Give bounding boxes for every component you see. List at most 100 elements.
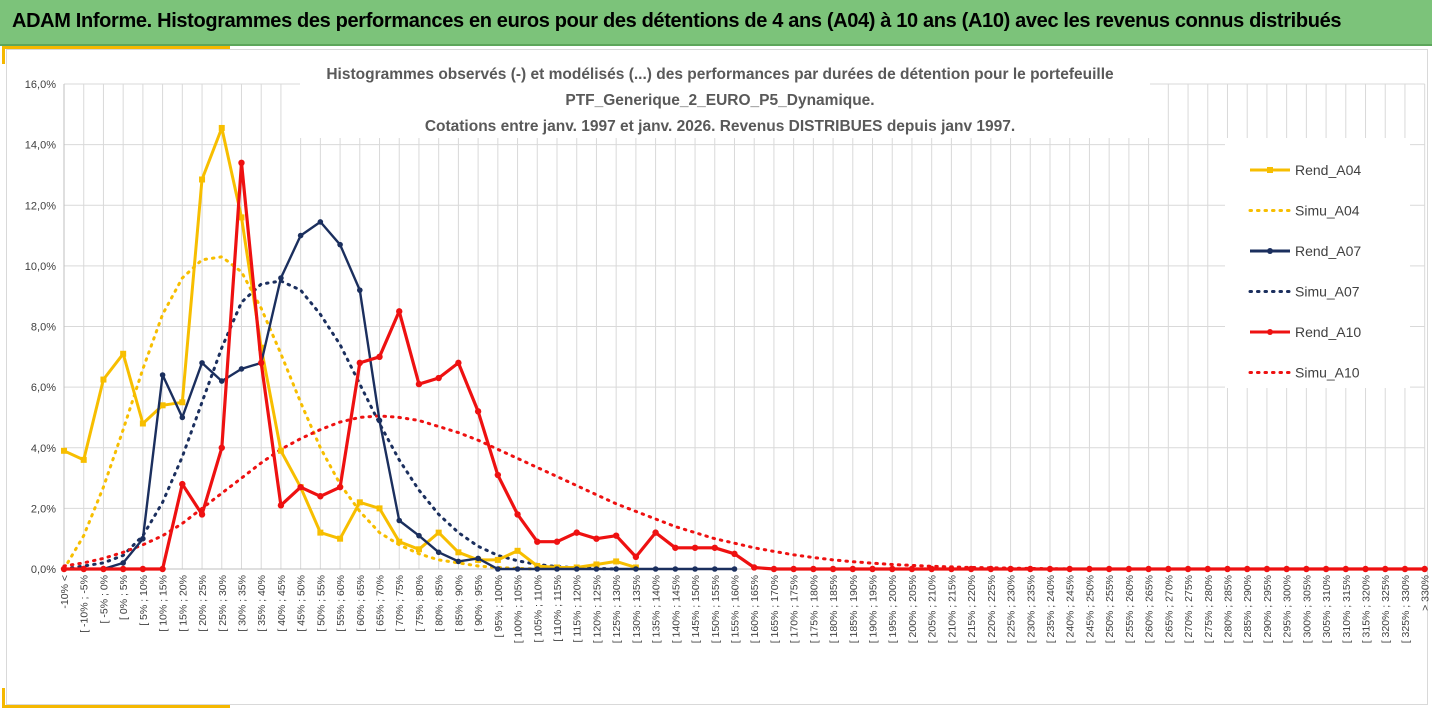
point-rend-a10 [100, 565, 107, 573]
x-tick-label: [ 140% ; 145% [670, 575, 682, 643]
x-tick-label: [ 275% ; 280% [1203, 575, 1215, 643]
point-rend-a07 [278, 275, 284, 281]
point-rend-a07 [199, 360, 205, 366]
point-rend-a07 [633, 566, 639, 572]
x-tick-label: [ 270% ; 275% [1183, 575, 1195, 643]
x-tick-label: [ 315% ; 320% [1361, 575, 1373, 643]
grid-lines [63, 83, 1426, 570]
point-rend-a04 [415, 546, 422, 553]
point-rend-a04 [534, 562, 541, 569]
point-rend-a04 [356, 499, 363, 506]
x-tick-label: [ 200% ; 205% [907, 575, 919, 643]
x-tick-label: [ 145% ; 150% [690, 575, 702, 643]
point-rend-a10 [534, 538, 541, 545]
x-tick-label: [ 5% ; 10% [138, 575, 150, 626]
point-rend-a10 [1046, 565, 1054, 573]
x-tick-label: [ 110% ; 115% [552, 575, 564, 642]
point-rend-a10 [612, 532, 620, 539]
y-tick-label: 2,0% [31, 503, 56, 515]
point-rend-a07 [159, 372, 166, 378]
point-rend-a07 [297, 232, 304, 239]
point-rend-a10 [218, 444, 225, 451]
point-rend-a10 [198, 511, 206, 518]
accent-bar-bottom-left [2, 705, 230, 708]
point-rend-a10 [1283, 565, 1290, 573]
x-tick-label: [ 155% ; 160% [729, 575, 741, 643]
x-tick-label: [ 75% ; 80% [414, 575, 426, 632]
point-rend-a10 [711, 544, 718, 551]
x-tick-label: [ 240% ; 245% [1065, 575, 1077, 643]
point-rend-a10 [770, 565, 778, 573]
x-tick-label: [ 45% ; 50% [296, 575, 308, 632]
point-rend-a07 [455, 558, 462, 565]
point-rend-a07 [593, 566, 600, 572]
point-rend-a10 [317, 493, 324, 500]
point-rend-a07 [534, 566, 541, 572]
point-rend-a07 [475, 555, 481, 562]
point-rend-a07 [337, 241, 343, 248]
point-rend-a10 [494, 471, 502, 479]
x-tick-label: [ 60% ; 65% [355, 575, 367, 632]
x-axis: -10% < [ -10% ; -5% [ -5% ; 0% [ 0% ; 5% [ 5… [59, 568, 1432, 643]
x-tick-label: [ 35% ; 40% [256, 575, 268, 632]
y-tick-label: 0,0% [31, 564, 56, 576]
y-tick-label: 12,0% [25, 200, 56, 212]
point-rend-a10 [277, 502, 285, 509]
y-tick-label: 14,0% [25, 140, 56, 152]
series-simu-a10-line [62, 414, 1072, 571]
point-rend-a04 [139, 420, 146, 427]
point-rend-a10 [1401, 565, 1409, 573]
legend-label-rend-a07: Rend_A07 [1295, 243, 1361, 259]
x-tick-label: [ 80% ; 85% [434, 575, 446, 632]
x-tick-label: [ 25% ; 30% [217, 575, 229, 632]
point-rend-a10 [849, 565, 856, 573]
point-rend-a10 [553, 538, 561, 545]
point-rend-a10 [1322, 565, 1330, 573]
accent-bar-left [2, 46, 5, 64]
x-tick-label: [ 125% ; 130% [611, 575, 623, 643]
x-tick-label: [ 90% ; 95% [473, 575, 485, 632]
point-rend-a10 [60, 565, 68, 573]
x-tick-label: [ 160% ; 165% [749, 575, 761, 643]
x-tick-label: [ 320% ; 325% [1380, 575, 1392, 643]
point-rend-a04 [376, 505, 383, 512]
point-rend-a07 [357, 287, 363, 293]
point-rend-a10 [987, 565, 995, 573]
x-tick-label: [ 260% ; 265% [1144, 575, 1156, 643]
x-tick-label: [ 170% ; 175% [789, 575, 801, 643]
point-rend-a10 [1303, 565, 1310, 573]
point-rend-a10 [1145, 565, 1152, 573]
point-rend-a10 [908, 565, 916, 573]
x-tick-label: [ 130% ; 135% [631, 575, 643, 643]
point-rend-a10 [356, 359, 363, 367]
y-axis: 0,0% 2,0% 4,0% 6,0% 8,0% 10,0% 12,0% 14,0% 16,0% [25, 79, 65, 576]
x-tick-label: [ 305% ; 310% [1321, 575, 1333, 643]
x-tick-label: > 330% [1420, 575, 1432, 611]
point-rend-a10 [1007, 565, 1014, 573]
point-rend-a10 [573, 529, 580, 536]
point-rend-a04 [120, 350, 127, 357]
point-rend-a04 [613, 558, 620, 565]
y-tick-label: 10,0% [25, 261, 56, 273]
x-tick-label: [ 105% ; 110% [532, 575, 544, 643]
x-tick-label: [ 30% ; 35% [236, 575, 248, 632]
x-tick-label: [ 230% ; 235% [1025, 575, 1037, 643]
x-tick-label: [ 325% ; 330% [1400, 575, 1412, 643]
x-tick-label: [ 180% ; 185% [828, 575, 840, 643]
x-tick-label: [ 195% ; 200% [887, 575, 899, 643]
series-simu-a07-line [62, 279, 618, 571]
point-rend-a10 [652, 529, 659, 536]
chart-frame [6, 49, 1428, 705]
x-tick-label: [ 205% ; 210% [927, 575, 939, 643]
x-tick-label: [ 280% ; 285% [1222, 575, 1234, 643]
series-rend-a10-line [64, 161, 1425, 571]
point-rend-a10 [80, 565, 87, 573]
x-tick-label: [ 135% ; 140% [651, 575, 663, 643]
title-background [300, 58, 1150, 138]
point-rend-a07 [435, 549, 442, 556]
point-rend-a10 [159, 565, 166, 573]
point-rend-a10 [238, 159, 245, 167]
x-tick-label: [ 220% ; 225% [986, 575, 998, 643]
point-rend-a07 [554, 566, 560, 572]
x-tick-label: [ 295% ; 300% [1282, 575, 1294, 643]
